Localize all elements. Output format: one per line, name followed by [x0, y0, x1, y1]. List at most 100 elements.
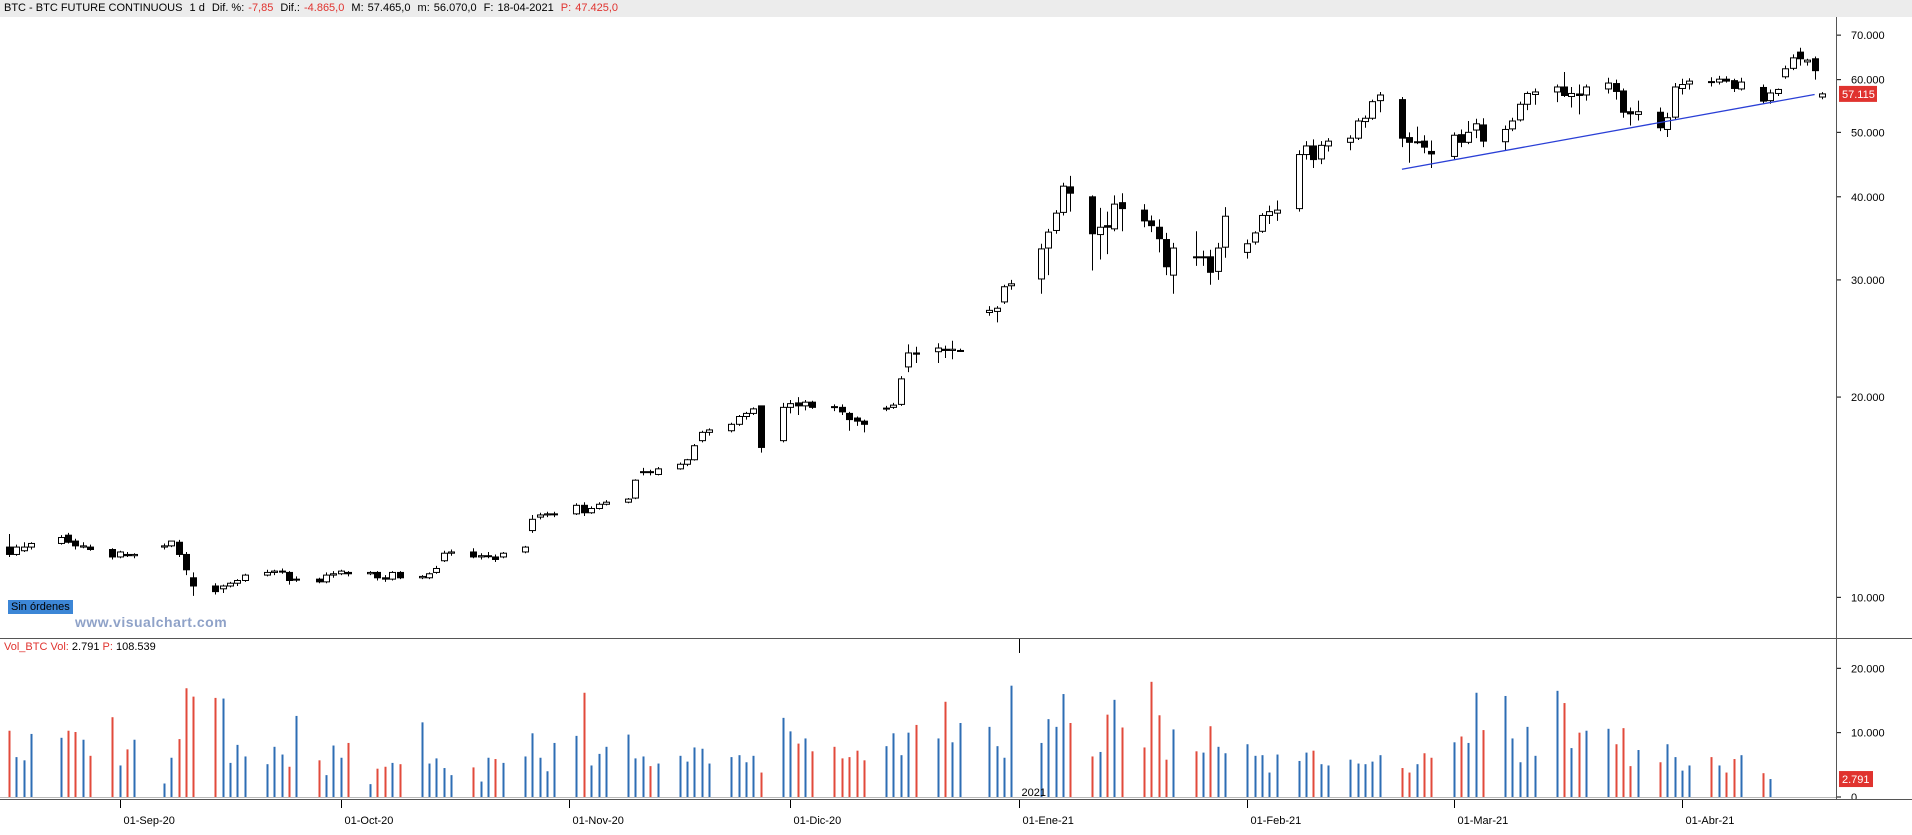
candle-body	[632, 479, 639, 499]
candle-body	[1613, 83, 1620, 92]
candle-body	[1576, 93, 1583, 96]
candle-body	[1458, 134, 1465, 143]
candle-body	[109, 549, 116, 558]
candle-body	[1274, 209, 1281, 214]
candle-body	[1554, 86, 1561, 93]
date-axis-label: 01-Nov-20	[573, 815, 624, 827]
candle-body	[58, 537, 65, 544]
candle-body	[1399, 99, 1406, 139]
candle-body	[374, 571, 381, 579]
candle-body	[242, 574, 249, 581]
date-axis-label: 01-Feb-21	[1251, 815, 1302, 827]
volume-axis-tick-label: 0	[1851, 792, 1857, 799]
candle-body	[338, 570, 345, 575]
candle-body	[1089, 196, 1096, 235]
price-panel[interactable]	[0, 17, 1836, 639]
last-volume-badge	[1839, 771, 1873, 788]
volume-axis[interactable]: 0 10.000 20.000 2.791	[1836, 639, 1912, 804]
candle-body	[1812, 58, 1819, 72]
candle-body	[1325, 140, 1332, 147]
date-axis[interactable]: 01-Sep-20 01-Oct-20 01-Nov-20 01-Dic-20 01-E…	[0, 799, 1912, 830]
candle-body	[1561, 86, 1568, 96]
candle-body	[795, 402, 802, 407]
candle-body	[433, 567, 440, 573]
candle-body	[787, 403, 794, 408]
min-label: m:	[417, 2, 430, 14]
price-axis[interactable]: 10.000 20.000 30.000 40.000 50.000 60.000 70.0…	[1836, 17, 1912, 639]
candle-body	[1451, 134, 1458, 157]
volume-axis-ticks: 0 10.000 20.000 2.791	[1837, 663, 1885, 804]
last-price-label: 57.115	[1842, 89, 1875, 101]
candle-body	[426, 573, 433, 579]
candle-body	[1583, 86, 1590, 96]
candle-body	[1723, 78, 1730, 82]
candle-body	[846, 412, 853, 421]
candle-body	[1252, 232, 1259, 243]
date-axis-label: 01-Oct-20	[345, 815, 394, 827]
date-axis-label: 01-Dic-20	[794, 815, 842, 827]
candle-body	[1716, 78, 1723, 83]
candle-body	[1369, 101, 1376, 119]
candle-body	[117, 551, 124, 558]
candle-body	[1045, 231, 1052, 249]
volume-indicator-name: Vol_BTC	[4, 641, 48, 653]
symbol-title: BTC - BTC FUTURE CONTINUOUS	[4, 2, 183, 14]
candle-body	[389, 571, 396, 580]
volume-axis-tick-label: 10.000	[1851, 728, 1885, 740]
candle-body	[1259, 214, 1266, 232]
volume-chart[interactable]: 2021	[0, 639, 1836, 799]
volume-p-label: P:	[102, 641, 113, 653]
candle-body	[1406, 137, 1413, 143]
volume-panel[interactable]: 2021	[0, 639, 1836, 799]
candle-body	[1296, 154, 1303, 210]
candle-body	[537, 514, 544, 518]
candle-body	[596, 503, 603, 509]
candle-body	[271, 570, 278, 573]
price-chart[interactable]	[0, 17, 1836, 639]
candle-body	[1362, 117, 1369, 123]
candle-body	[13, 546, 20, 555]
candle-body	[780, 406, 787, 442]
candle-body	[87, 546, 94, 551]
candle-body	[994, 307, 1001, 312]
volume-header: Vol_BTC Vol: 2.791 P: 108.539	[4, 641, 156, 653]
candle-body	[1310, 145, 1317, 161]
candle-body	[905, 352, 912, 368]
candle-body	[6, 546, 13, 555]
candle-body	[500, 552, 507, 558]
candle-body	[1053, 212, 1060, 231]
candle-body	[1509, 120, 1516, 130]
max-label: M:	[351, 2, 364, 14]
candle-body	[883, 407, 890, 410]
date-axis-label: 01-Ene-21	[1023, 815, 1074, 827]
candle-body	[1708, 81, 1715, 84]
panel-divider[interactable]	[0, 638, 1912, 639]
candle-body	[1819, 93, 1826, 98]
candle-body	[1473, 123, 1480, 131]
orders-status-badge[interactable]: Sin órdenes	[8, 600, 73, 614]
candle-body	[691, 445, 698, 461]
candle-body	[699, 431, 706, 442]
candle-body	[190, 577, 197, 587]
min-value: 56.070,0	[433, 2, 477, 14]
candle-body	[441, 552, 448, 562]
candle-body	[588, 507, 595, 514]
candle-body	[80, 545, 87, 548]
candle-body	[1318, 144, 1325, 160]
candle-body	[986, 309, 993, 314]
candle-body	[1038, 248, 1045, 280]
candle-body	[551, 513, 558, 516]
candle-body	[1428, 150, 1435, 155]
candle-body	[323, 574, 330, 583]
candle-body	[529, 518, 536, 532]
candle-body	[397, 571, 404, 579]
year-marker-label: 2021	[1022, 787, 1046, 799]
candle-body	[684, 459, 691, 465]
candle-body	[1377, 94, 1384, 102]
candle-body	[942, 348, 949, 351]
candle-body	[485, 555, 492, 558]
candle-body	[212, 585, 219, 593]
candle-body	[1008, 283, 1015, 287]
candle-body	[647, 471, 654, 474]
last-price-badge	[1839, 85, 1877, 102]
